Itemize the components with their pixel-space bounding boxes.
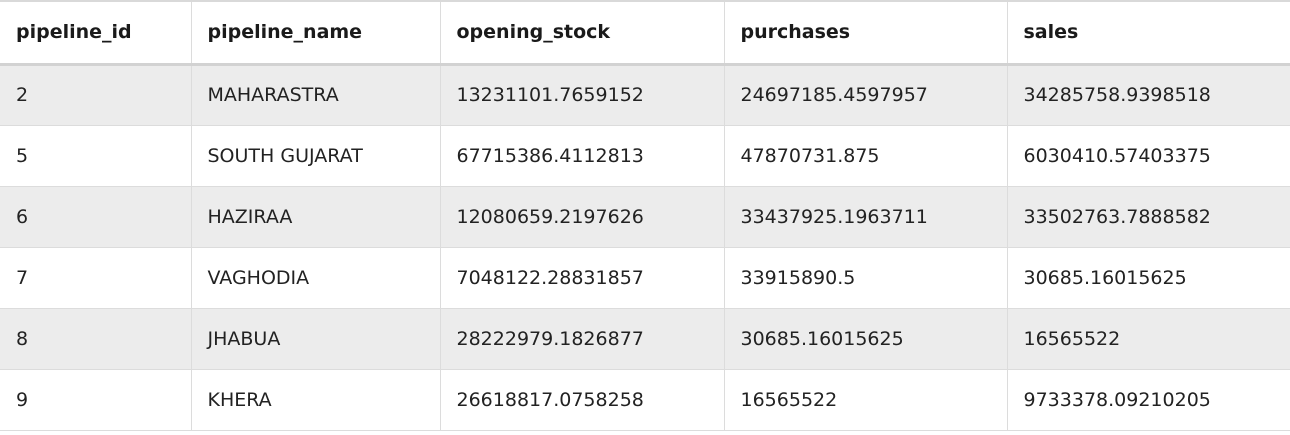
cell-pipeline-name: HAZIRAA [190, 186, 440, 248]
cell-sales: 30685.16015625 [1006, 247, 1290, 309]
table-row: 8 JHABUA 28222979.1826877 30685.16015625… [0, 308, 1290, 370]
cell-pipeline-id: 5 [0, 125, 191, 187]
cell-opening-stock: 13231101.7659152 [439, 64, 724, 126]
cell-purchases: 16565522 [723, 369, 1007, 431]
cell-pipeline-name: VAGHODIA [190, 247, 440, 309]
cell-purchases: 24697185.4597957 [723, 64, 1007, 126]
cell-pipeline-name: MAHARASTRA [190, 64, 440, 126]
column-header-sales[interactable]: sales [1006, 2, 1290, 66]
cell-pipeline-id: 8 [0, 308, 191, 370]
cell-sales: 6030410.57403375 [1006, 125, 1290, 187]
column-header-purchases[interactable]: purchases [723, 2, 1007, 66]
cell-opening-stock: 12080659.2197626 [439, 186, 724, 248]
table-row: 2 MAHARASTRA 13231101.7659152 24697185.4… [0, 64, 1290, 126]
cell-purchases: 30685.16015625 [723, 308, 1007, 370]
table-row: 9 KHERA 26618817.0758258 16565522 973337… [0, 369, 1290, 431]
cell-pipeline-id: 2 [0, 64, 191, 126]
cell-pipeline-id: 7 [0, 247, 191, 309]
table-header-row: pipeline_id pipeline_name opening_stock … [0, 2, 1290, 66]
table-row: 5 SOUTH GUJARAT 67715386.4112813 4787073… [0, 125, 1290, 187]
column-header-opening-stock[interactable]: opening_stock [439, 2, 724, 66]
cell-purchases: 33437925.1963711 [723, 186, 1007, 248]
cell-sales: 9733378.09210205 [1006, 369, 1290, 431]
cell-pipeline-name: SOUTH GUJARAT [190, 125, 440, 187]
cell-opening-stock: 7048122.28831857 [439, 247, 724, 309]
cell-purchases: 47870731.875 [723, 125, 1007, 187]
column-header-pipeline-id[interactable]: pipeline_id [0, 2, 191, 66]
cell-pipeline-id: 9 [0, 369, 191, 431]
cell-opening-stock: 26618817.0758258 [439, 369, 724, 431]
cell-opening-stock: 28222979.1826877 [439, 308, 724, 370]
column-header-pipeline-name[interactable]: pipeline_name [190, 2, 440, 66]
table-row: 7 VAGHODIA 7048122.28831857 33915890.5 3… [0, 247, 1290, 309]
cell-sales: 34285758.9398518 [1006, 64, 1290, 126]
cell-pipeline-id: 6 [0, 186, 191, 248]
table-row: 6 HAZIRAA 12080659.2197626 33437925.1963… [0, 186, 1290, 248]
cell-purchases: 33915890.5 [723, 247, 1007, 309]
cell-pipeline-name: JHABUA [190, 308, 440, 370]
cell-opening-stock: 67715386.4112813 [439, 125, 724, 187]
cell-sales: 33502763.7888582 [1006, 186, 1290, 248]
cell-sales: 16565522 [1006, 308, 1290, 370]
cell-pipeline-name: KHERA [190, 369, 440, 431]
